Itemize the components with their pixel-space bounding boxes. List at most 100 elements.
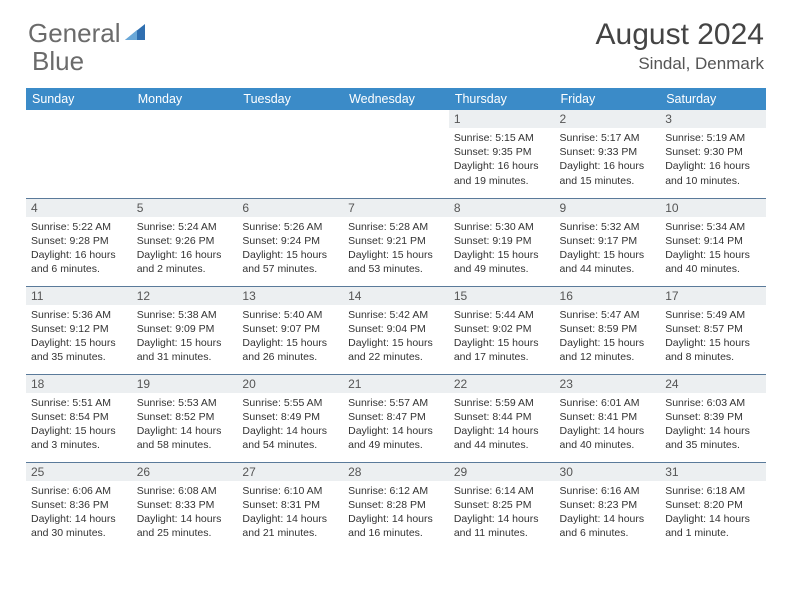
- day-detail: Sunrise: 5:57 AMSunset: 8:47 PMDaylight:…: [343, 393, 449, 456]
- day-number: 22: [449, 375, 555, 393]
- calendar-day-cell: 3Sunrise: 5:19 AMSunset: 9:30 PMDaylight…: [660, 110, 766, 198]
- day-number: 29: [449, 463, 555, 481]
- sunset-text: Sunset: 8:28 PM: [348, 498, 444, 512]
- brand-logo: General: [28, 18, 149, 49]
- sunset-text: Sunset: 9:17 PM: [560, 234, 656, 248]
- day-number: 30: [555, 463, 661, 481]
- calendar-day-cell: 6Sunrise: 5:26 AMSunset: 9:24 PMDaylight…: [237, 198, 343, 286]
- daylight-text: Daylight: 15 hours and 22 minutes.: [348, 336, 444, 364]
- weekday-header: Friday: [555, 88, 661, 110]
- sunrise-text: Sunrise: 6:16 AM: [560, 484, 656, 498]
- calendar-day-cell: [343, 110, 449, 198]
- weekday-header: Tuesday: [237, 88, 343, 110]
- calendar-day-cell: 19Sunrise: 5:53 AMSunset: 8:52 PMDayligh…: [132, 374, 238, 462]
- day-number: 2: [555, 110, 661, 128]
- calendar-day-cell: 7Sunrise: 5:28 AMSunset: 9:21 PMDaylight…: [343, 198, 449, 286]
- calendar-table: Sunday Monday Tuesday Wednesday Thursday…: [26, 88, 766, 550]
- sunrise-text: Sunrise: 5:59 AM: [454, 396, 550, 410]
- day-detail: Sunrise: 5:51 AMSunset: 8:54 PMDaylight:…: [26, 393, 132, 456]
- daylight-text: Daylight: 16 hours and 6 minutes.: [31, 248, 127, 276]
- sunrise-text: Sunrise: 5:22 AM: [31, 220, 127, 234]
- daylight-text: Daylight: 15 hours and 40 minutes.: [665, 248, 761, 276]
- sunrise-text: Sunrise: 5:32 AM: [560, 220, 656, 234]
- calendar-week-row: 25Sunrise: 6:06 AMSunset: 8:36 PMDayligh…: [26, 462, 766, 550]
- day-number: 18: [26, 375, 132, 393]
- day-detail: Sunrise: 5:40 AMSunset: 9:07 PMDaylight:…: [237, 305, 343, 368]
- sunrise-text: Sunrise: 6:10 AM: [242, 484, 338, 498]
- calendar-day-cell: 16Sunrise: 5:47 AMSunset: 8:59 PMDayligh…: [555, 286, 661, 374]
- daylight-text: Daylight: 14 hours and 6 minutes.: [560, 512, 656, 540]
- sunset-text: Sunset: 9:24 PM: [242, 234, 338, 248]
- calendar-day-cell: 18Sunrise: 5:51 AMSunset: 8:54 PMDayligh…: [26, 374, 132, 462]
- sunrise-text: Sunrise: 5:38 AM: [137, 308, 233, 322]
- calendar-day-cell: 31Sunrise: 6:18 AMSunset: 8:20 PMDayligh…: [660, 462, 766, 550]
- weekday-header: Saturday: [660, 88, 766, 110]
- day-detail: Sunrise: 6:16 AMSunset: 8:23 PMDaylight:…: [555, 481, 661, 544]
- sunset-text: Sunset: 9:35 PM: [454, 145, 550, 159]
- day-number: 14: [343, 287, 449, 305]
- day-number: 23: [555, 375, 661, 393]
- day-detail: Sunrise: 5:15 AMSunset: 9:35 PMDaylight:…: [449, 128, 555, 191]
- calendar-day-cell: 13Sunrise: 5:40 AMSunset: 9:07 PMDayligh…: [237, 286, 343, 374]
- day-number: 27: [237, 463, 343, 481]
- day-detail: Sunrise: 5:30 AMSunset: 9:19 PMDaylight:…: [449, 217, 555, 280]
- sunset-text: Sunset: 9:07 PM: [242, 322, 338, 336]
- location-subtitle: Sindal, Denmark: [596, 54, 764, 74]
- sunrise-text: Sunrise: 5:19 AM: [665, 131, 761, 145]
- day-number: 20: [237, 375, 343, 393]
- day-detail: Sunrise: 5:53 AMSunset: 8:52 PMDaylight:…: [132, 393, 238, 456]
- day-detail: Sunrise: 5:17 AMSunset: 9:33 PMDaylight:…: [555, 128, 661, 191]
- day-detail: Sunrise: 6:01 AMSunset: 8:41 PMDaylight:…: [555, 393, 661, 456]
- sunrise-text: Sunrise: 5:28 AM: [348, 220, 444, 234]
- brand-word-general: General: [28, 18, 121, 49]
- sunrise-text: Sunrise: 6:08 AM: [137, 484, 233, 498]
- day-number: 13: [237, 287, 343, 305]
- sunrise-text: Sunrise: 5:42 AM: [348, 308, 444, 322]
- sunset-text: Sunset: 8:47 PM: [348, 410, 444, 424]
- calendar-day-cell: 28Sunrise: 6:12 AMSunset: 8:28 PMDayligh…: [343, 462, 449, 550]
- sunset-text: Sunset: 8:41 PM: [560, 410, 656, 424]
- calendar-week-row: 1Sunrise: 5:15 AMSunset: 9:35 PMDaylight…: [26, 110, 766, 198]
- daylight-text: Daylight: 14 hours and 11 minutes.: [454, 512, 550, 540]
- daylight-text: Daylight: 14 hours and 25 minutes.: [137, 512, 233, 540]
- sunset-text: Sunset: 9:09 PM: [137, 322, 233, 336]
- sunset-text: Sunset: 8:52 PM: [137, 410, 233, 424]
- daylight-text: Daylight: 14 hours and 30 minutes.: [31, 512, 127, 540]
- sunset-text: Sunset: 8:23 PM: [560, 498, 656, 512]
- daylight-text: Daylight: 16 hours and 10 minutes.: [665, 159, 761, 187]
- calendar-day-cell: [26, 110, 132, 198]
- daylight-text: Daylight: 15 hours and 57 minutes.: [242, 248, 338, 276]
- calendar-day-cell: 11Sunrise: 5:36 AMSunset: 9:12 PMDayligh…: [26, 286, 132, 374]
- sunrise-text: Sunrise: 5:57 AM: [348, 396, 444, 410]
- month-year-title: August 2024: [596, 18, 764, 52]
- calendar-day-cell: 5Sunrise: 5:24 AMSunset: 9:26 PMDaylight…: [132, 198, 238, 286]
- sunset-text: Sunset: 9:14 PM: [665, 234, 761, 248]
- sunset-text: Sunset: 8:33 PM: [137, 498, 233, 512]
- day-number: 5: [132, 199, 238, 217]
- calendar-day-cell: 10Sunrise: 5:34 AMSunset: 9:14 PMDayligh…: [660, 198, 766, 286]
- calendar-day-cell: 1Sunrise: 5:15 AMSunset: 9:35 PMDaylight…: [449, 110, 555, 198]
- day-detail: Sunrise: 5:28 AMSunset: 9:21 PMDaylight:…: [343, 217, 449, 280]
- day-number: 9: [555, 199, 661, 217]
- day-detail: Sunrise: 5:44 AMSunset: 9:02 PMDaylight:…: [449, 305, 555, 368]
- sunset-text: Sunset: 8:31 PM: [242, 498, 338, 512]
- sunset-text: Sunset: 8:36 PM: [31, 498, 127, 512]
- sunset-text: Sunset: 8:57 PM: [665, 322, 761, 336]
- daylight-text: Daylight: 15 hours and 53 minutes.: [348, 248, 444, 276]
- day-number: 10: [660, 199, 766, 217]
- calendar-week-row: 4Sunrise: 5:22 AMSunset: 9:28 PMDaylight…: [26, 198, 766, 286]
- weekday-header: Monday: [132, 88, 238, 110]
- day-detail: Sunrise: 6:03 AMSunset: 8:39 PMDaylight:…: [660, 393, 766, 456]
- sunrise-text: Sunrise: 5:26 AM: [242, 220, 338, 234]
- day-detail: Sunrise: 6:08 AMSunset: 8:33 PMDaylight:…: [132, 481, 238, 544]
- sunrise-text: Sunrise: 5:17 AM: [560, 131, 656, 145]
- daylight-text: Daylight: 15 hours and 26 minutes.: [242, 336, 338, 364]
- daylight-text: Daylight: 14 hours and 44 minutes.: [454, 424, 550, 452]
- calendar-day-cell: 27Sunrise: 6:10 AMSunset: 8:31 PMDayligh…: [237, 462, 343, 550]
- daylight-text: Daylight: 14 hours and 21 minutes.: [242, 512, 338, 540]
- day-detail: Sunrise: 6:14 AMSunset: 8:25 PMDaylight:…: [449, 481, 555, 544]
- daylight-text: Daylight: 15 hours and 17 minutes.: [454, 336, 550, 364]
- day-detail: Sunrise: 6:10 AMSunset: 8:31 PMDaylight:…: [237, 481, 343, 544]
- day-detail: Sunrise: 5:19 AMSunset: 9:30 PMDaylight:…: [660, 128, 766, 191]
- sunrise-text: Sunrise: 6:14 AM: [454, 484, 550, 498]
